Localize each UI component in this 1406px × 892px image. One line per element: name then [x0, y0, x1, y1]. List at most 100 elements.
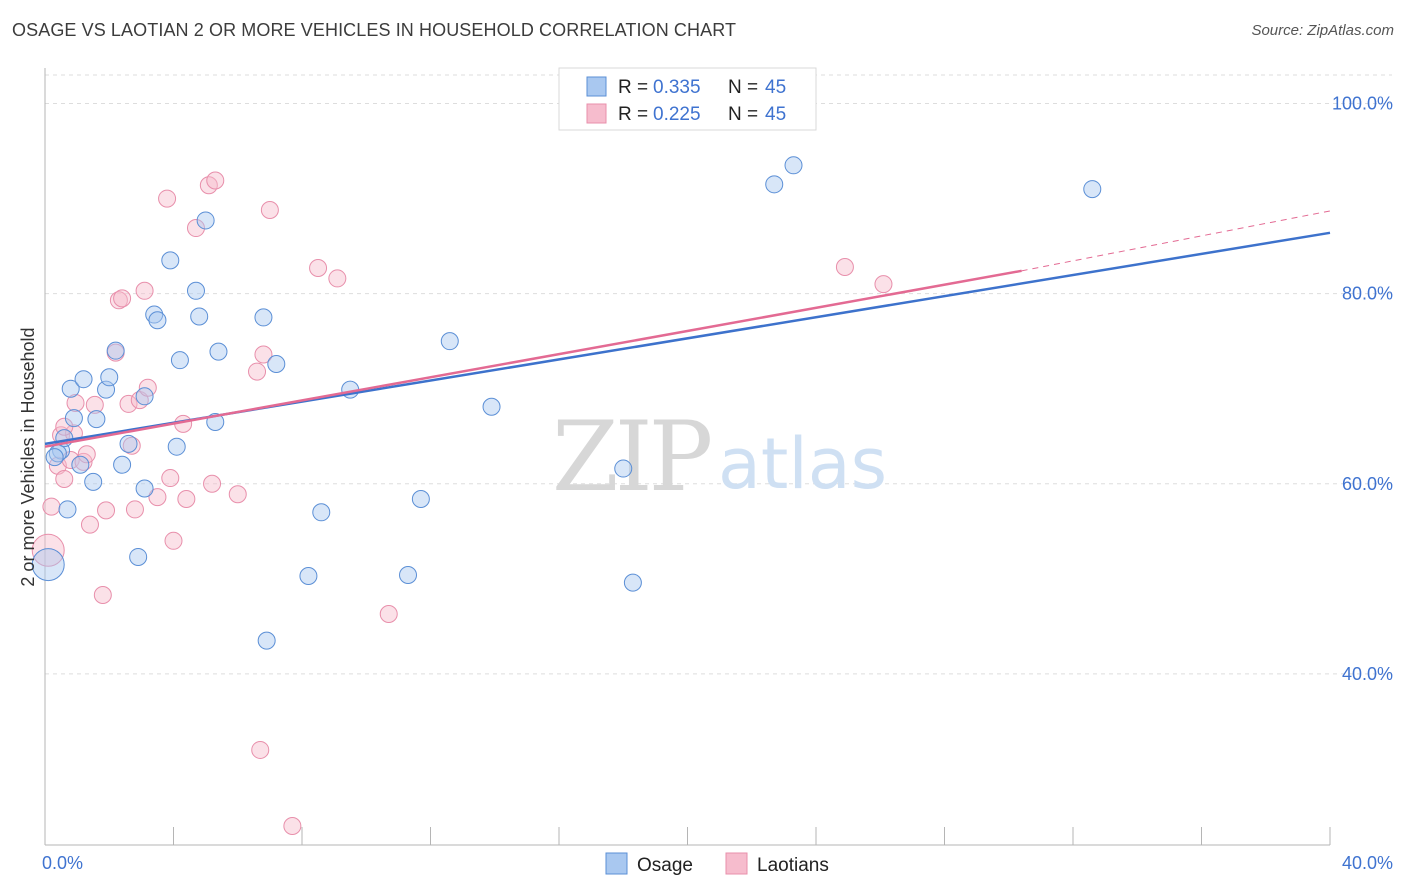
- laotian-point: [164, 531, 183, 550]
- axes: [44, 68, 1331, 846]
- laotian-point: [31, 533, 65, 567]
- laotian-point: [206, 171, 225, 190]
- watermark-atlas: atlas: [718, 423, 887, 505]
- gridlines: [45, 74, 1392, 675]
- osage-point: [87, 410, 106, 429]
- watermark-zip: ZIP: [552, 401, 711, 513]
- osage-r-value: 0.335: [653, 77, 701, 98]
- osage-point: [765, 175, 784, 194]
- osage-point: [623, 573, 642, 592]
- osage-point: [299, 566, 318, 585]
- laotian-point: [161, 469, 180, 488]
- osage-point: [84, 472, 103, 491]
- osage-point: [106, 341, 125, 360]
- laotian-point: [148, 488, 167, 507]
- osage-point: [100, 368, 119, 387]
- laotian-point: [199, 176, 218, 195]
- laotian-point: [177, 489, 196, 508]
- y-tick-label: 40.0%: [1342, 664, 1393, 684]
- series-legend: Osage Laotians: [605, 852, 829, 876]
- x-tick-label: 0.0%: [42, 853, 83, 873]
- osage-point: [31, 548, 65, 582]
- laotian-series-swatch: [725, 852, 748, 875]
- laotian-point: [135, 281, 154, 300]
- laotian-point: [55, 470, 74, 489]
- laotian-point: [186, 219, 205, 238]
- osage-points: [31, 156, 1102, 650]
- osage-point: [167, 437, 186, 456]
- osage-point: [614, 459, 633, 478]
- laotian-point: [113, 289, 132, 308]
- trend-lines: [44, 210, 1331, 448]
- osage-point: [129, 547, 148, 566]
- laotian-point: [835, 258, 854, 277]
- osage-point: [482, 397, 501, 416]
- osage-point: [267, 354, 286, 373]
- osage-point: [61, 379, 80, 398]
- chart-title: OSAGE VS LAOTIAN 2 OR MORE VEHICLES IN H…: [12, 20, 737, 40]
- laotian-r-value: 0.225: [653, 104, 701, 125]
- laotian-point: [109, 291, 128, 310]
- watermark: ZIP atlas: [552, 401, 887, 513]
- osage-point: [209, 342, 228, 361]
- osage-point: [148, 311, 167, 330]
- laotian-point: [97, 501, 116, 520]
- osage-point: [135, 479, 154, 498]
- laotian-point: [874, 275, 893, 294]
- osage-series-label: Osage: [637, 855, 693, 876]
- osage-point: [196, 211, 215, 230]
- laotian-point: [283, 816, 302, 835]
- laotian-point: [66, 393, 85, 412]
- x-tick-label: 40.0%: [1342, 853, 1393, 873]
- osage-point: [312, 503, 331, 522]
- osage-point: [399, 566, 418, 585]
- laotian-point: [248, 362, 267, 381]
- osage-point: [784, 156, 803, 175]
- osage-point: [161, 251, 180, 270]
- laotian-point: [254, 345, 273, 364]
- laotian-point: [260, 200, 279, 219]
- x-tick-labels: 0.0% 40.0%: [42, 853, 1393, 873]
- osage-point: [74, 370, 93, 389]
- osage-point: [45, 448, 64, 467]
- osage-point: [119, 434, 138, 453]
- stats-legend: R = 0.335 N = 45 R = 0.225 N = 45: [558, 67, 817, 131]
- osage-point: [71, 455, 90, 474]
- osage-point: [254, 308, 273, 327]
- laotian-point: [80, 515, 99, 534]
- osage-r-label: R =: [618, 77, 648, 98]
- laotian-series-label: Laotians: [757, 855, 829, 876]
- laotian-point: [119, 394, 138, 413]
- osage-point: [58, 500, 77, 519]
- osage-n-value: 45: [765, 77, 786, 98]
- y-axis-title: 2 or more Vehicles in Household: [18, 327, 38, 586]
- y-tick-label: 100.0%: [1332, 94, 1393, 114]
- osage-n-label: N =: [728, 77, 758, 98]
- y-tick-labels: 40.0% 60.0% 80.0% 100.0%: [1332, 94, 1393, 684]
- osage-point: [440, 332, 459, 351]
- laotian-r-label: R =: [618, 104, 648, 125]
- osage-point: [135, 387, 154, 406]
- laotian-n-value: 45: [765, 104, 786, 125]
- y-tick-label: 80.0%: [1342, 284, 1393, 304]
- laotian-n-label: N =: [728, 104, 758, 125]
- laotian-point: [85, 395, 104, 414]
- osage-series-swatch: [605, 852, 628, 875]
- laotian-trend-extension: [1021, 210, 1331, 272]
- osage-point: [64, 409, 83, 428]
- laotian-point: [309, 258, 328, 277]
- laotian-point: [379, 605, 398, 623]
- y-tick-label: 60.0%: [1342, 474, 1393, 494]
- laotian-point: [203, 474, 222, 493]
- laotian-point: [93, 585, 112, 604]
- laotian-trend-line: [44, 269, 1022, 448]
- osage-point: [145, 305, 164, 324]
- laotian-point: [42, 497, 61, 516]
- laotian-point: [77, 445, 96, 464]
- osage-legend-swatch: [586, 76, 607, 97]
- laotian-point: [228, 485, 247, 504]
- laotian-legend-swatch: [586, 103, 607, 124]
- osage-point: [1083, 180, 1102, 199]
- laotian-point: [125, 500, 144, 519]
